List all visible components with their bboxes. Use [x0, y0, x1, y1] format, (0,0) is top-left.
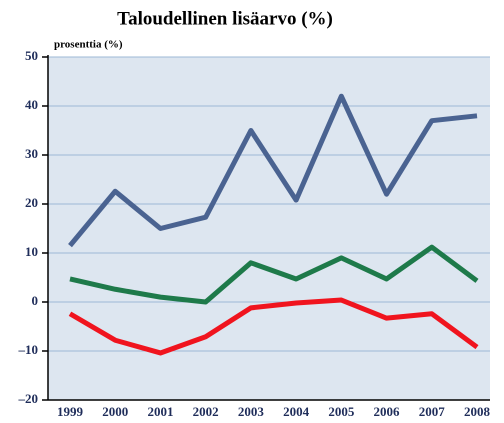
x-tick-label: 2005 — [328, 404, 355, 419]
chart-title: Taloudellinen lisäarvo (%) — [117, 8, 333, 29]
y-axis-label: prosenttia (%) — [54, 39, 123, 51]
y-tick-label: 30 — [25, 146, 38, 161]
y-tick-label: –10 — [18, 342, 39, 357]
x-tick-label: 2008 — [464, 404, 491, 419]
x-tick-label: 2002 — [193, 404, 219, 419]
x-tick-label: 1999 — [57, 404, 84, 419]
x-tick-label: 2001 — [147, 404, 173, 419]
x-tick-label: 2004 — [283, 404, 310, 419]
series-line — [69, 244, 479, 305]
y-tick-label: 0 — [32, 293, 39, 308]
x-tick-label: 2007 — [419, 404, 446, 419]
series-line — [68, 297, 479, 356]
x-tick-label: 2006 — [374, 404, 401, 419]
y-tick-label: –20 — [18, 391, 39, 406]
y-tick-label: 40 — [25, 97, 38, 112]
series-line — [68, 93, 478, 248]
x-tick-label: 2003 — [238, 404, 265, 419]
x-tick-label: 2000 — [102, 404, 128, 419]
y-tick-label: 50 — [25, 48, 38, 63]
plot-area — [48, 57, 490, 400]
y-tick-label: 20 — [25, 195, 38, 210]
y-tick-label: 10 — [25, 244, 38, 259]
